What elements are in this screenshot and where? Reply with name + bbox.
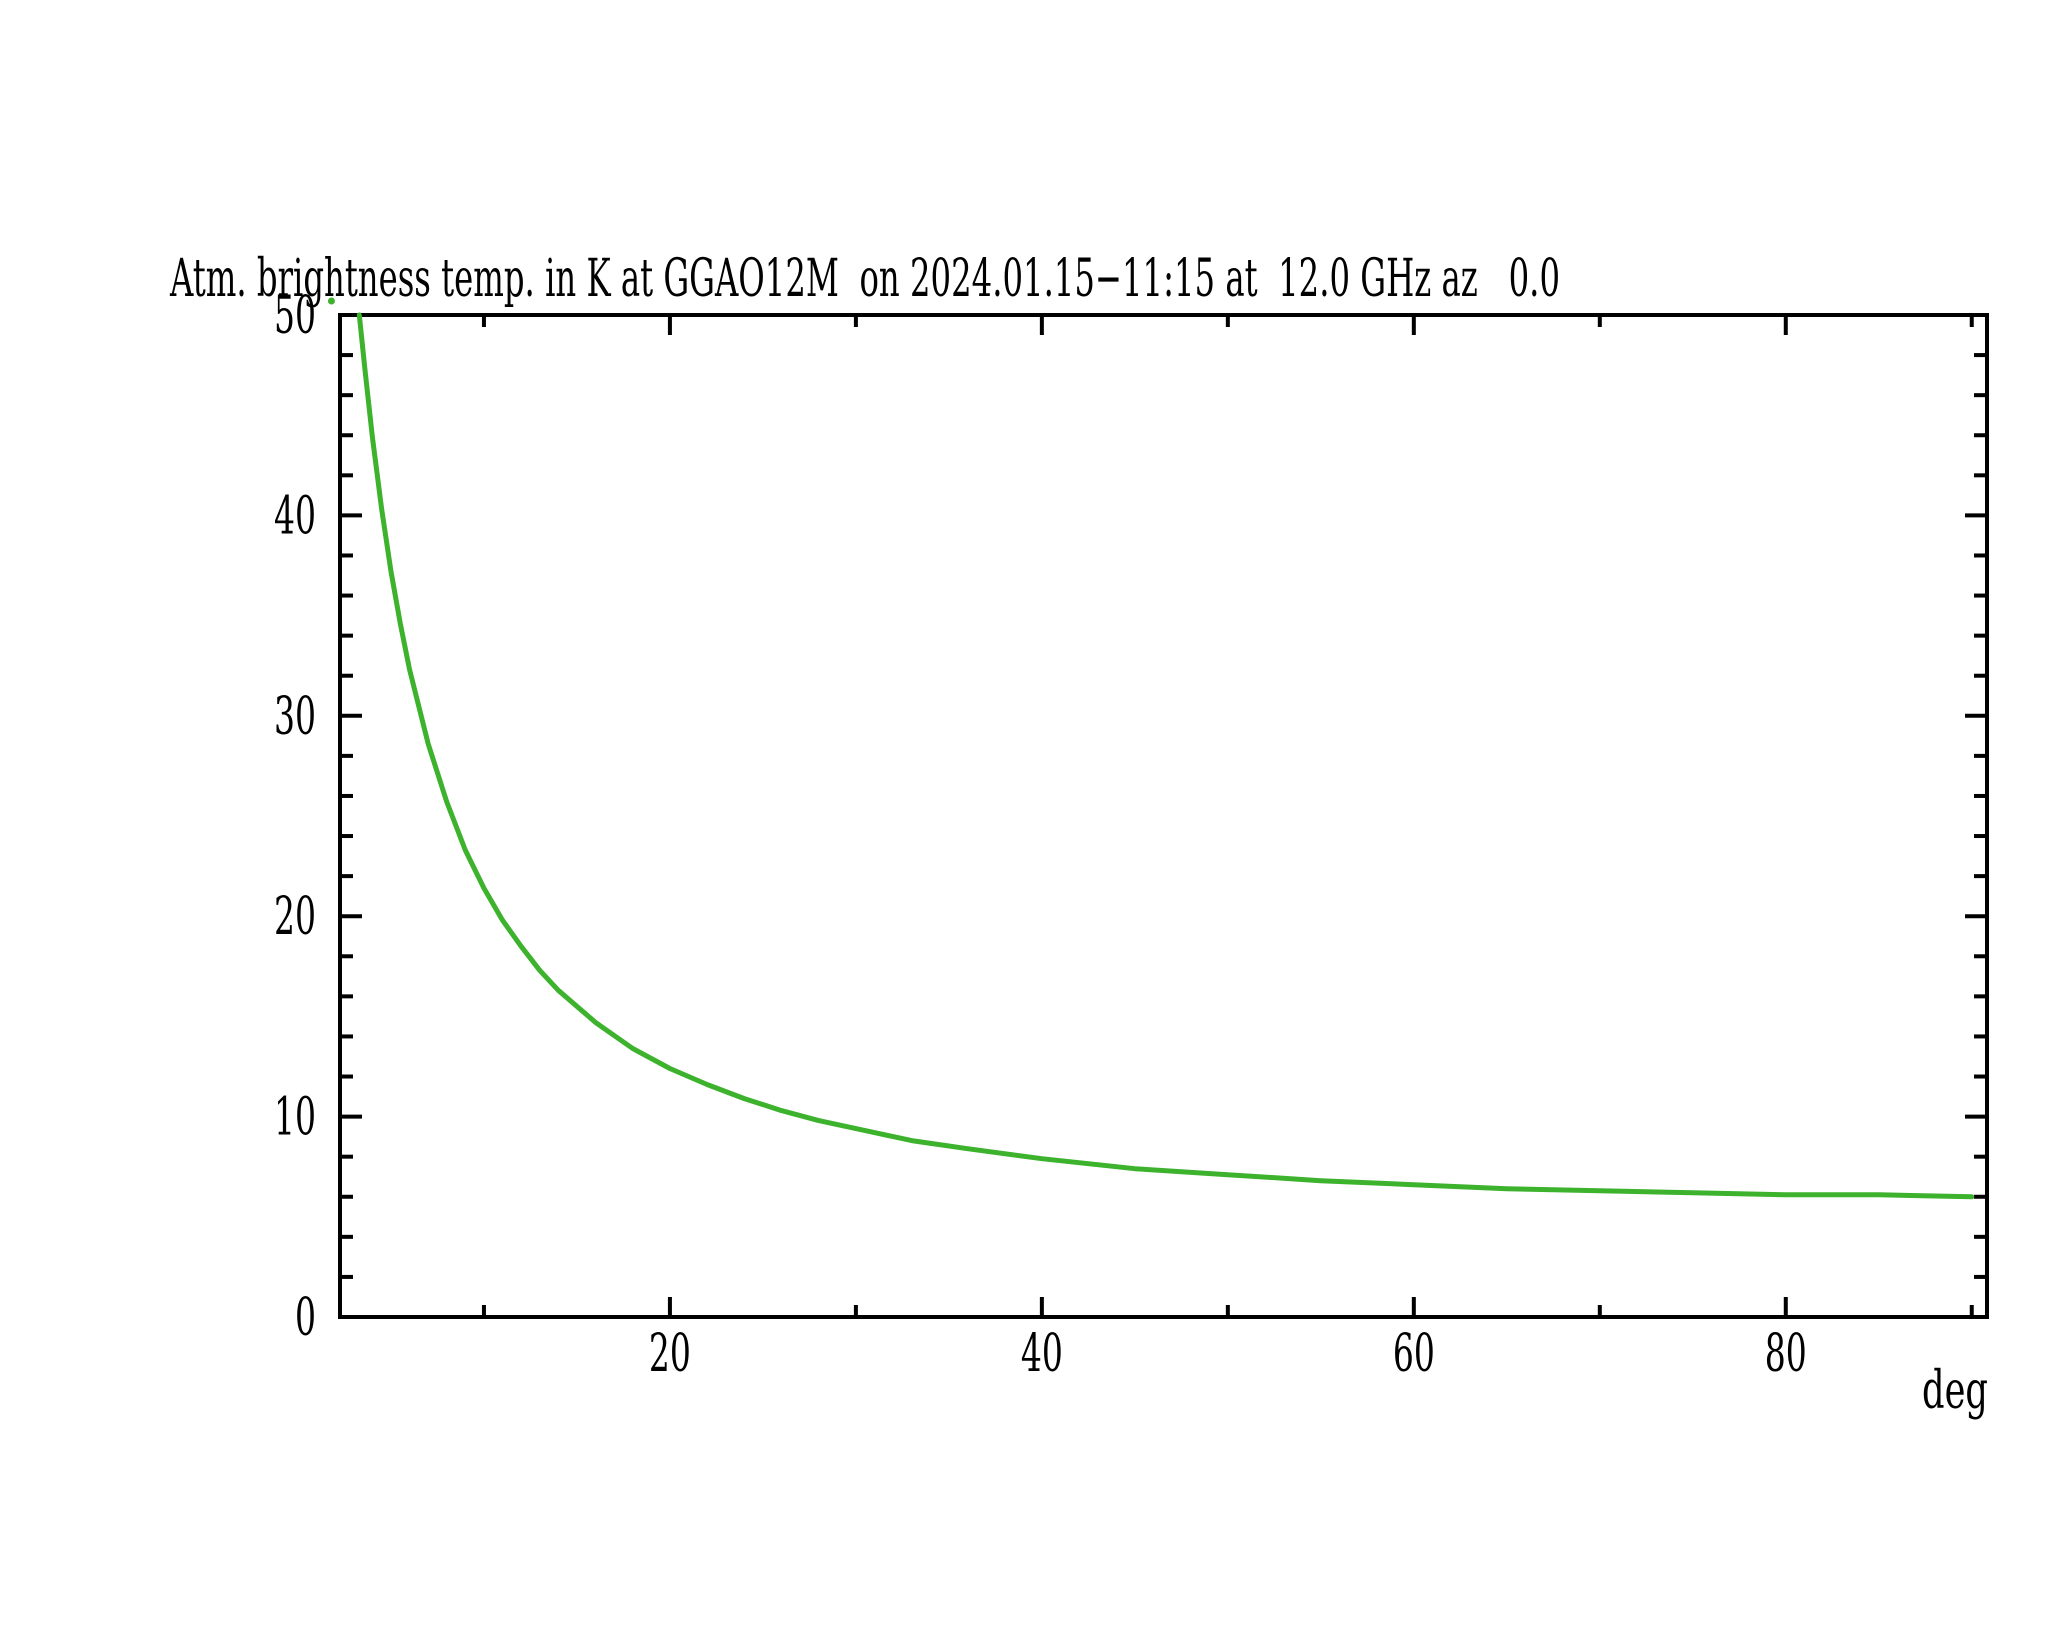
- x-tick-label: 60: [1393, 1324, 1435, 1384]
- y-tick-label: 50: [274, 286, 316, 346]
- plot-border: [338, 313, 1989, 1319]
- x-tick-label: 20: [649, 1324, 691, 1384]
- y-tick-label: 10: [274, 1088, 316, 1148]
- axis-ticks: [340, 313, 1987, 1319]
- y-tick-label: 30: [274, 687, 316, 747]
- y-tick-label: 0: [295, 1288, 316, 1348]
- chart-title: Atm. brightness temp. in K at GGAO12M on…: [169, 249, 1560, 309]
- y-tick-label: 40: [274, 486, 316, 546]
- x-tick-label: 80: [1765, 1324, 1807, 1384]
- x-axis-unit-label: deg: [1922, 1361, 1988, 1421]
- temperature-curve: [356, 312, 1975, 1200]
- y-tick-label: 20: [274, 887, 316, 947]
- x-tick-label: 40: [1021, 1324, 1063, 1384]
- data-curve-layer: [327, 297, 1975, 1200]
- axis-tick-labels: 20 40 60 80 0 10 20 30 40 50: [274, 286, 1807, 1384]
- stray-data-point: [327, 297, 335, 305]
